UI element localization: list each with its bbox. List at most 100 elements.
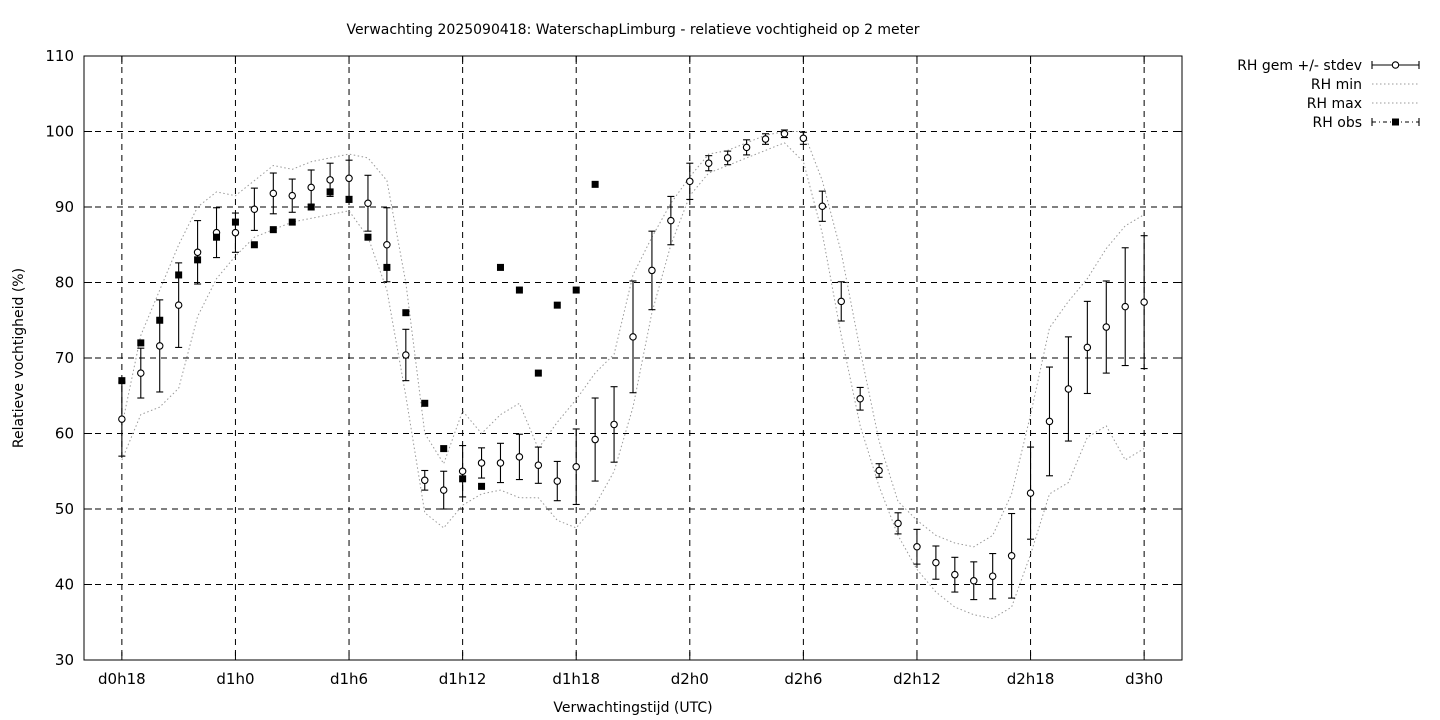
mean-point	[458, 467, 467, 475]
mean-point	[345, 174, 353, 183]
mean-point	[269, 189, 278, 198]
mean-point	[610, 420, 618, 429]
x-axis-label: Verwachtingstijd (UTC)	[553, 700, 712, 716]
x-tick-label: d1h6	[330, 670, 368, 688]
y-tick-label: 40	[55, 576, 74, 594]
x-tick-label: d2h18	[1007, 670, 1055, 688]
legend: RH gem +/- stdev RH min RH max RH obs	[1237, 58, 1420, 131]
mean-point	[742, 143, 751, 152]
obs-point	[515, 286, 523, 294]
mean-point	[875, 466, 883, 475]
y-tick-label: 100	[45, 123, 74, 141]
chart-title: Verwachting 2025090418: WaterschapLimbur…	[346, 22, 919, 38]
obs-point	[175, 271, 183, 279]
mean-point	[439, 486, 448, 494]
obs-point	[534, 369, 542, 377]
mean-point	[515, 453, 524, 461]
obs-point	[345, 195, 353, 203]
mean-point	[553, 477, 562, 485]
x-axis-ticks: d0h18 d1h0 d1h6 d1h12 d1h18 d2h0 d2h6 d2h12 d2h1…	[98, 56, 1163, 688]
mean-point	[629, 333, 637, 341]
legend-label: RH obs	[1313, 115, 1362, 131]
mean-point	[686, 177, 694, 186]
obs-point	[591, 180, 599, 188]
y-tick-label: 110	[45, 47, 74, 65]
mean-point	[1064, 385, 1073, 393]
mean-point	[155, 342, 164, 350]
obs-point	[250, 241, 258, 249]
mean-point	[856, 395, 864, 403]
y-axis-ticks: 30 40 50 60 70 80 90 100 110	[45, 47, 1182, 669]
mean-point	[250, 205, 259, 214]
mean-point	[951, 570, 959, 579]
obs-point	[459, 475, 467, 483]
mean-point	[326, 176, 334, 184]
mean-point	[723, 154, 732, 162]
x-tick-label: d1h18	[552, 670, 600, 688]
y-tick-label: 60	[55, 425, 74, 443]
rh-max-line	[121, 131, 1145, 548]
obs-point	[478, 482, 486, 490]
obs-point	[269, 226, 277, 234]
obs-point	[402, 309, 410, 317]
y-tick-label: 80	[55, 274, 74, 292]
obs-point	[572, 286, 580, 294]
mean-point	[307, 183, 315, 192]
obs-point	[213, 233, 221, 241]
obs-point	[496, 263, 504, 271]
x-tick-label: d3h0	[1125, 670, 1163, 688]
mean-point	[1121, 302, 1129, 311]
mean-point	[913, 542, 921, 551]
mean-point	[231, 228, 240, 237]
mean-point	[174, 301, 183, 309]
mean-point	[932, 558, 940, 567]
y-tick-label: 70	[55, 349, 74, 367]
mean-point	[421, 476, 429, 485]
obs-point	[364, 233, 372, 241]
mean-point	[780, 130, 789, 138]
obs-point	[326, 188, 334, 196]
x-tick-label: d1h12	[439, 670, 487, 688]
mean-point	[288, 191, 296, 200]
mean-point	[799, 134, 808, 143]
min-max-band	[121, 131, 1145, 620]
mean-point	[1007, 552, 1016, 560]
mean-point	[534, 461, 543, 469]
mean-point	[970, 576, 978, 585]
grid	[84, 56, 1182, 660]
x-tick-label: d0h18	[98, 670, 146, 688]
mean-point	[383, 241, 391, 249]
obs-point	[194, 256, 202, 264]
obs-point	[156, 316, 164, 324]
mean-point	[118, 415, 126, 423]
legend-label: RH gem +/- stdev	[1237, 58, 1362, 74]
mean-point	[402, 351, 410, 359]
legend-mean-symbol	[1391, 61, 1400, 69]
legend-obs-symbol	[1392, 118, 1399, 126]
mean-stdev-series	[118, 129, 1148, 601]
legend-label: RH max	[1307, 96, 1362, 112]
mean-point	[818, 202, 827, 210]
x-tick-label: d2h0	[671, 670, 709, 688]
mean-point	[477, 459, 486, 467]
y-tick-label: 90	[55, 198, 74, 216]
obs-point	[440, 445, 448, 453]
mean-point	[894, 519, 902, 528]
mean-point	[1026, 489, 1035, 497]
obs-point	[118, 377, 126, 385]
mean-point	[761, 135, 770, 143]
obs-point	[553, 301, 561, 309]
mean-point	[364, 199, 372, 207]
obs-point	[307, 203, 315, 211]
obs-point	[231, 218, 239, 226]
legend-label: RH min	[1311, 77, 1362, 93]
mean-point	[193, 248, 202, 257]
mean-point	[704, 159, 713, 167]
mean-point	[1083, 343, 1092, 352]
mean-point	[1045, 417, 1054, 426]
x-tick-label: d1h0	[216, 670, 254, 688]
mean-point	[1102, 323, 1111, 331]
obs-point	[137, 339, 145, 347]
mean-point	[137, 369, 145, 377]
